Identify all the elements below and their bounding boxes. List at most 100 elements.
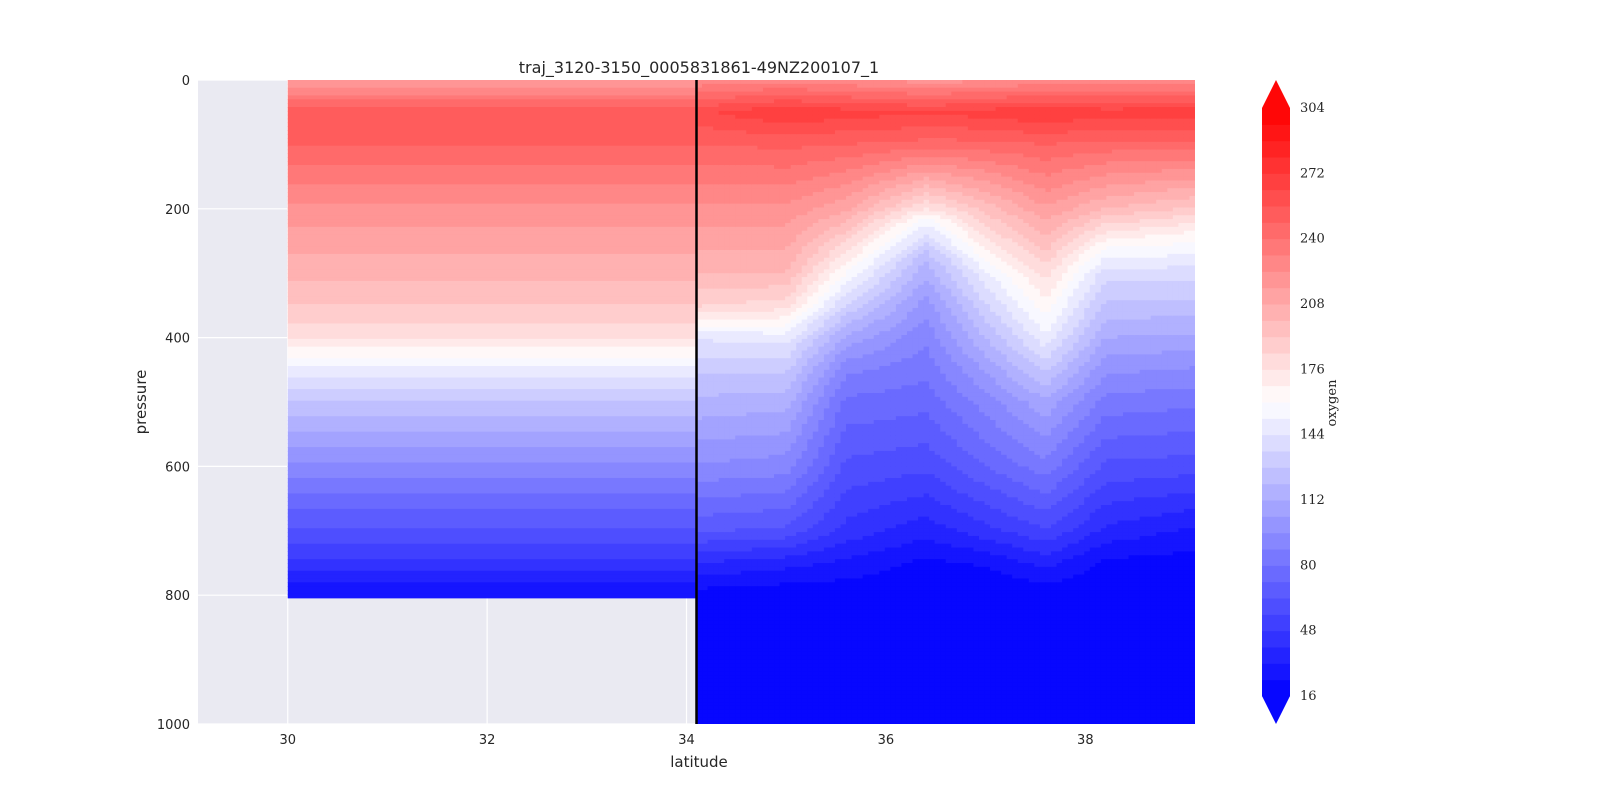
field-cell bbox=[851, 543, 858, 549]
field-cell bbox=[829, 377, 836, 382]
field-cell bbox=[713, 644, 720, 649]
field-cell bbox=[796, 261, 803, 267]
field-cell bbox=[829, 362, 836, 367]
field-cell bbox=[702, 192, 709, 197]
field-cell bbox=[796, 609, 803, 614]
field-cell bbox=[779, 717, 786, 723]
field-cell bbox=[713, 624, 720, 630]
field-cell bbox=[735, 655, 742, 661]
field-cell bbox=[702, 358, 709, 363]
field-cell bbox=[790, 307, 797, 313]
field-cell bbox=[829, 215, 836, 220]
field-cell bbox=[846, 617, 853, 622]
field-cell bbox=[829, 466, 836, 471]
field-cell bbox=[779, 103, 786, 108]
field-cell bbox=[851, 443, 858, 448]
field-cell bbox=[735, 354, 742, 359]
field-cell bbox=[702, 582, 709, 587]
field-cell bbox=[713, 253, 720, 259]
field-cell bbox=[818, 400, 825, 406]
field-cell bbox=[774, 721, 781, 724]
field-cell bbox=[768, 404, 775, 410]
field-cell bbox=[801, 122, 808, 127]
field-cell bbox=[735, 80, 742, 85]
field-cell bbox=[702, 134, 709, 139]
field-cell bbox=[823, 651, 831, 657]
field-cell bbox=[851, 423, 858, 429]
field-cell bbox=[762, 246, 770, 251]
field-cell bbox=[834, 466, 842, 471]
field-cell bbox=[829, 493, 836, 498]
field-cell bbox=[287, 586, 697, 591]
field-cell bbox=[785, 551, 792, 556]
field-cell bbox=[774, 265, 781, 270]
field-cell bbox=[846, 385, 853, 390]
field-cell bbox=[801, 628, 808, 634]
field-cell bbox=[801, 130, 808, 135]
field-cell bbox=[718, 412, 725, 417]
field-cell bbox=[807, 273, 814, 278]
field-cell bbox=[746, 593, 753, 599]
field-cell bbox=[757, 698, 764, 703]
field-cell bbox=[779, 535, 786, 541]
field-cell bbox=[287, 207, 697, 212]
field-cell bbox=[829, 219, 836, 224]
field-cell bbox=[751, 450, 759, 456]
field-cell bbox=[785, 269, 792, 274]
field-cell bbox=[790, 389, 797, 394]
field-cell bbox=[724, 644, 731, 649]
field-cell bbox=[829, 489, 836, 495]
field-cell bbox=[801, 80, 808, 85]
field-cell bbox=[801, 137, 808, 143]
field-cell bbox=[718, 578, 725, 583]
field-cell bbox=[746, 381, 753, 386]
field-cell bbox=[774, 593, 781, 599]
field-cell bbox=[785, 354, 792, 359]
field-cell bbox=[823, 586, 831, 591]
field-cell bbox=[840, 667, 847, 672]
field-cell bbox=[801, 667, 808, 672]
field-cell bbox=[707, 528, 714, 533]
field-cell bbox=[762, 690, 770, 695]
field-cell bbox=[735, 280, 742, 286]
field-cell bbox=[724, 400, 731, 406]
field-cell bbox=[768, 520, 775, 525]
field-cell bbox=[702, 385, 709, 390]
field-cell bbox=[851, 273, 858, 278]
field-cell bbox=[774, 315, 781, 321]
field-cell bbox=[785, 423, 792, 429]
field-cell bbox=[796, 520, 803, 525]
field-cell bbox=[779, 477, 786, 483]
field-cell bbox=[751, 114, 759, 120]
field-cell bbox=[774, 555, 781, 560]
field-cell bbox=[790, 454, 797, 460]
field-cell bbox=[718, 323, 725, 328]
field-cell bbox=[807, 226, 814, 232]
field-cell bbox=[740, 246, 747, 251]
field-cell bbox=[724, 721, 731, 724]
field-cell bbox=[823, 257, 831, 263]
field-cell bbox=[718, 450, 725, 456]
field-cell bbox=[287, 539, 697, 545]
field-cell bbox=[779, 95, 786, 100]
field-cell bbox=[724, 648, 731, 653]
field-cell bbox=[829, 199, 836, 205]
field-cell bbox=[801, 686, 808, 692]
field-cell bbox=[818, 593, 825, 599]
field-cell bbox=[807, 682, 814, 688]
field-cell bbox=[829, 165, 836, 170]
field-cell bbox=[702, 454, 709, 460]
field-cell bbox=[751, 377, 759, 382]
field-cell bbox=[801, 675, 808, 680]
field-cell bbox=[696, 400, 703, 406]
field-cell bbox=[707, 195, 714, 201]
field-cell bbox=[812, 613, 819, 618]
field-cell bbox=[846, 412, 853, 417]
field-cell bbox=[785, 261, 792, 267]
field-cell bbox=[713, 137, 720, 143]
field-cell bbox=[757, 176, 764, 182]
field-cell bbox=[702, 273, 709, 278]
field-cell bbox=[751, 99, 759, 104]
field-cell bbox=[829, 253, 836, 259]
field-cell bbox=[740, 157, 747, 162]
